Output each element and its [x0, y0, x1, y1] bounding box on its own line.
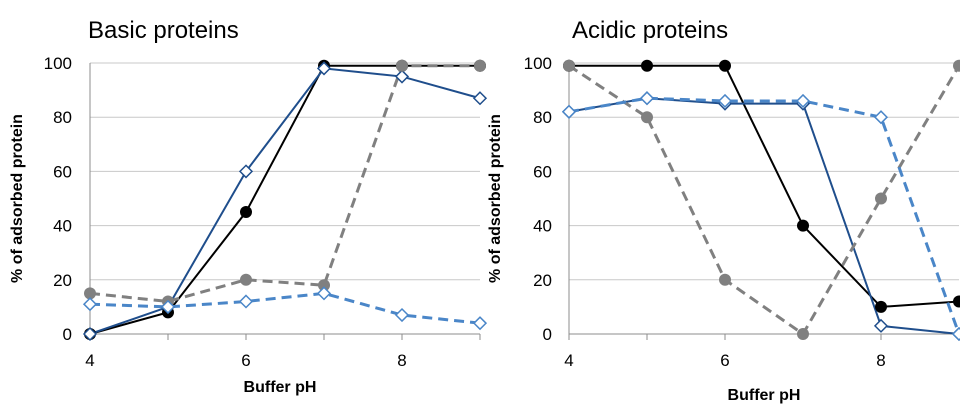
data-point — [160, 299, 176, 314]
x-tick-label: 8 — [876, 351, 885, 370]
y-tick-label: 40 — [533, 217, 552, 236]
data-point — [639, 91, 655, 106]
data-point — [316, 61, 332, 76]
data-point — [717, 93, 733, 109]
x-axis-label: Buffer pH — [728, 387, 801, 404]
data-point — [875, 300, 887, 313]
data-point — [797, 219, 809, 232]
data-point — [795, 93, 811, 109]
y-tick-label: 0 — [63, 325, 72, 344]
data-point — [875, 192, 887, 205]
y-tick-label: 60 — [533, 162, 552, 181]
series-line-1 — [89, 67, 481, 335]
data-point — [563, 59, 575, 72]
data-point — [797, 328, 809, 340]
data-point — [396, 59, 408, 72]
y-tick-label: 20 — [533, 271, 552, 290]
data-point — [561, 104, 577, 119]
data-point — [472, 91, 488, 106]
y-tick-label: 100 — [524, 54, 552, 73]
series-line-0 — [569, 64, 960, 308]
data-point — [953, 295, 960, 308]
data-point — [719, 273, 731, 286]
data-point — [394, 69, 410, 84]
chart-0: 0 20 40 60 80 100 4 6 8 Basic proteins Buffer pH % … — [9, 17, 488, 396]
data-point — [316, 286, 332, 301]
data-point — [641, 111, 653, 124]
y-axis-label: % of adsorbed protein — [487, 114, 504, 283]
data-point — [82, 326, 98, 342]
data-point — [472, 316, 488, 331]
series-line-0 — [89, 64, 480, 335]
x-tick-label: 4 — [564, 351, 573, 370]
series-line-2 — [568, 64, 960, 337]
data-point — [394, 307, 410, 323]
data-point — [318, 279, 330, 292]
data-point — [873, 110, 889, 125]
data-point — [474, 59, 486, 72]
y-axis-label: % of adsorbed protein — [9, 114, 26, 283]
chart-title: Acidic proteins — [572, 17, 728, 44]
x-tick-label: 6 — [241, 351, 250, 370]
data-point — [951, 326, 960, 342]
data-point — [238, 164, 254, 179]
y-tick-label: 40 — [53, 217, 72, 236]
chart-title: Basic proteins — [88, 17, 239, 44]
y-tick-label: 100 — [44, 54, 72, 73]
series-line-3 — [89, 291, 481, 325]
y-tick-label: 20 — [53, 271, 72, 290]
y-tick-label: 60 — [53, 162, 72, 181]
data-point — [238, 294, 254, 309]
x-axis-label: Buffer pH — [244, 379, 317, 396]
data-point — [719, 59, 731, 72]
y-tick-label: 80 — [53, 108, 72, 127]
x-tick-label: 4 — [85, 351, 94, 370]
series-line-1 — [568, 97, 960, 335]
series-line-2 — [89, 64, 480, 304]
data-point — [953, 59, 960, 72]
series-line-3 — [568, 96, 960, 335]
data-point — [240, 206, 252, 219]
data-point — [84, 287, 96, 300]
data-point — [240, 273, 252, 286]
y-tick-label: 80 — [533, 108, 552, 127]
data-point — [873, 318, 889, 333]
chart-1: 0 20 40 60 80 100 4 6 8 Acidic proteins Buffer pH%… — [487, 17, 960, 404]
x-tick-label: 8 — [397, 351, 406, 370]
y-tick-label: 0 — [543, 325, 552, 344]
data-point — [82, 297, 98, 312]
x-tick-label: 6 — [720, 351, 729, 370]
data-point — [641, 59, 653, 72]
